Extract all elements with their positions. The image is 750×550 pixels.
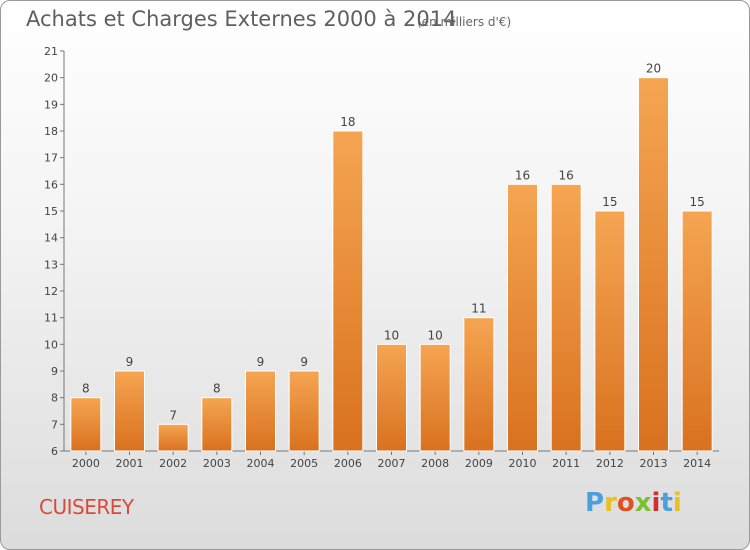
bar-2002 — [157, 423, 189, 452]
x-tick-label: 2006 — [334, 457, 362, 470]
bar-2008 — [419, 343, 451, 452]
x-tick-label: 2002 — [159, 457, 187, 470]
bar-2006 — [332, 130, 364, 452]
y-tick-label: 18 — [44, 125, 58, 138]
bar-value-label: 18 — [340, 115, 355, 129]
bar-value-label: 15 — [690, 195, 705, 209]
x-tick-label: 2001 — [116, 457, 144, 470]
logo-letter: i — [651, 488, 661, 518]
bar-value-label: 8 — [213, 382, 221, 396]
bar-value-label: 10 — [428, 328, 443, 342]
y-tick-label: 21 — [44, 45, 58, 58]
bar-value-label: 16 — [515, 168, 530, 182]
bar-value-label: 8 — [82, 382, 90, 396]
bar-2014 — [681, 210, 713, 452]
x-tick-label: 2000 — [72, 457, 100, 470]
logo-letter: r — [604, 488, 617, 518]
bar-2004 — [245, 370, 276, 452]
bar-2013 — [638, 77, 669, 452]
y-tick-label: 10 — [44, 338, 58, 351]
bar-value-label: 15 — [602, 195, 617, 209]
bar-2003 — [201, 397, 233, 452]
x-tick-label: 2003 — [203, 457, 231, 470]
bar-2000 — [70, 397, 102, 452]
logo-letter: x — [634, 488, 652, 518]
x-tick-label: 2014 — [683, 457, 711, 470]
y-tick-label: 6 — [51, 445, 58, 458]
y-tick-label: 7 — [51, 418, 58, 431]
y-tick-label: 17 — [44, 152, 58, 165]
bar-value-label: 9 — [300, 355, 308, 369]
x-tick-label: 2012 — [596, 457, 624, 470]
x-tick-label: 2004 — [247, 457, 275, 470]
logo-letter: P — [585, 488, 605, 518]
y-tick-label: 19 — [44, 98, 58, 111]
y-tick-label: 11 — [44, 312, 58, 325]
y-tick-label: 9 — [51, 365, 58, 378]
y-tick-label: 12 — [44, 285, 58, 298]
x-tick-label: 2008 — [421, 457, 449, 470]
bar-2005 — [288, 370, 320, 452]
x-tick-label: 2005 — [290, 457, 318, 470]
bar-value-label: 11 — [471, 302, 486, 316]
y-tick-label: 8 — [51, 392, 58, 405]
bar-2007 — [376, 343, 407, 452]
y-tick-label: 13 — [44, 258, 58, 271]
chart-title: Achats et Charges Externes 2000 à 2014 — [26, 7, 457, 31]
logo-letter: o — [616, 488, 635, 518]
bar-value-label: 7 — [169, 408, 177, 422]
logo-letter: t — [660, 488, 673, 518]
x-tick-label: 2009 — [465, 457, 493, 470]
bar-2012 — [594, 210, 626, 452]
bar-value-label: 20 — [646, 62, 661, 76]
logo-letter: i — [672, 488, 682, 518]
y-tick-label: 16 — [44, 178, 58, 191]
y-tick-label: 14 — [44, 232, 58, 245]
commune-name: CUISEREY — [39, 495, 134, 519]
bar-value-label: 9 — [257, 355, 265, 369]
bar-value-label: 16 — [559, 168, 574, 182]
bar-2001 — [114, 370, 145, 452]
x-tick-label: 2007 — [378, 457, 406, 470]
bar-2010 — [507, 183, 538, 452]
y-tick-label: 15 — [44, 205, 58, 218]
bar-2011 — [550, 183, 582, 452]
bar-2009 — [463, 317, 495, 452]
proxiti-logo: Proxiti — [585, 488, 682, 518]
x-tick-label: 2010 — [509, 457, 537, 470]
chart-subtitle: (en milliers d'€) — [417, 15, 512, 29]
x-tick-label: 2011 — [552, 457, 580, 470]
bar-value-label: 9 — [126, 355, 134, 369]
x-tick-label: 2013 — [640, 457, 668, 470]
y-tick-label: 20 — [44, 72, 58, 85]
bar-value-label: 10 — [384, 328, 399, 342]
